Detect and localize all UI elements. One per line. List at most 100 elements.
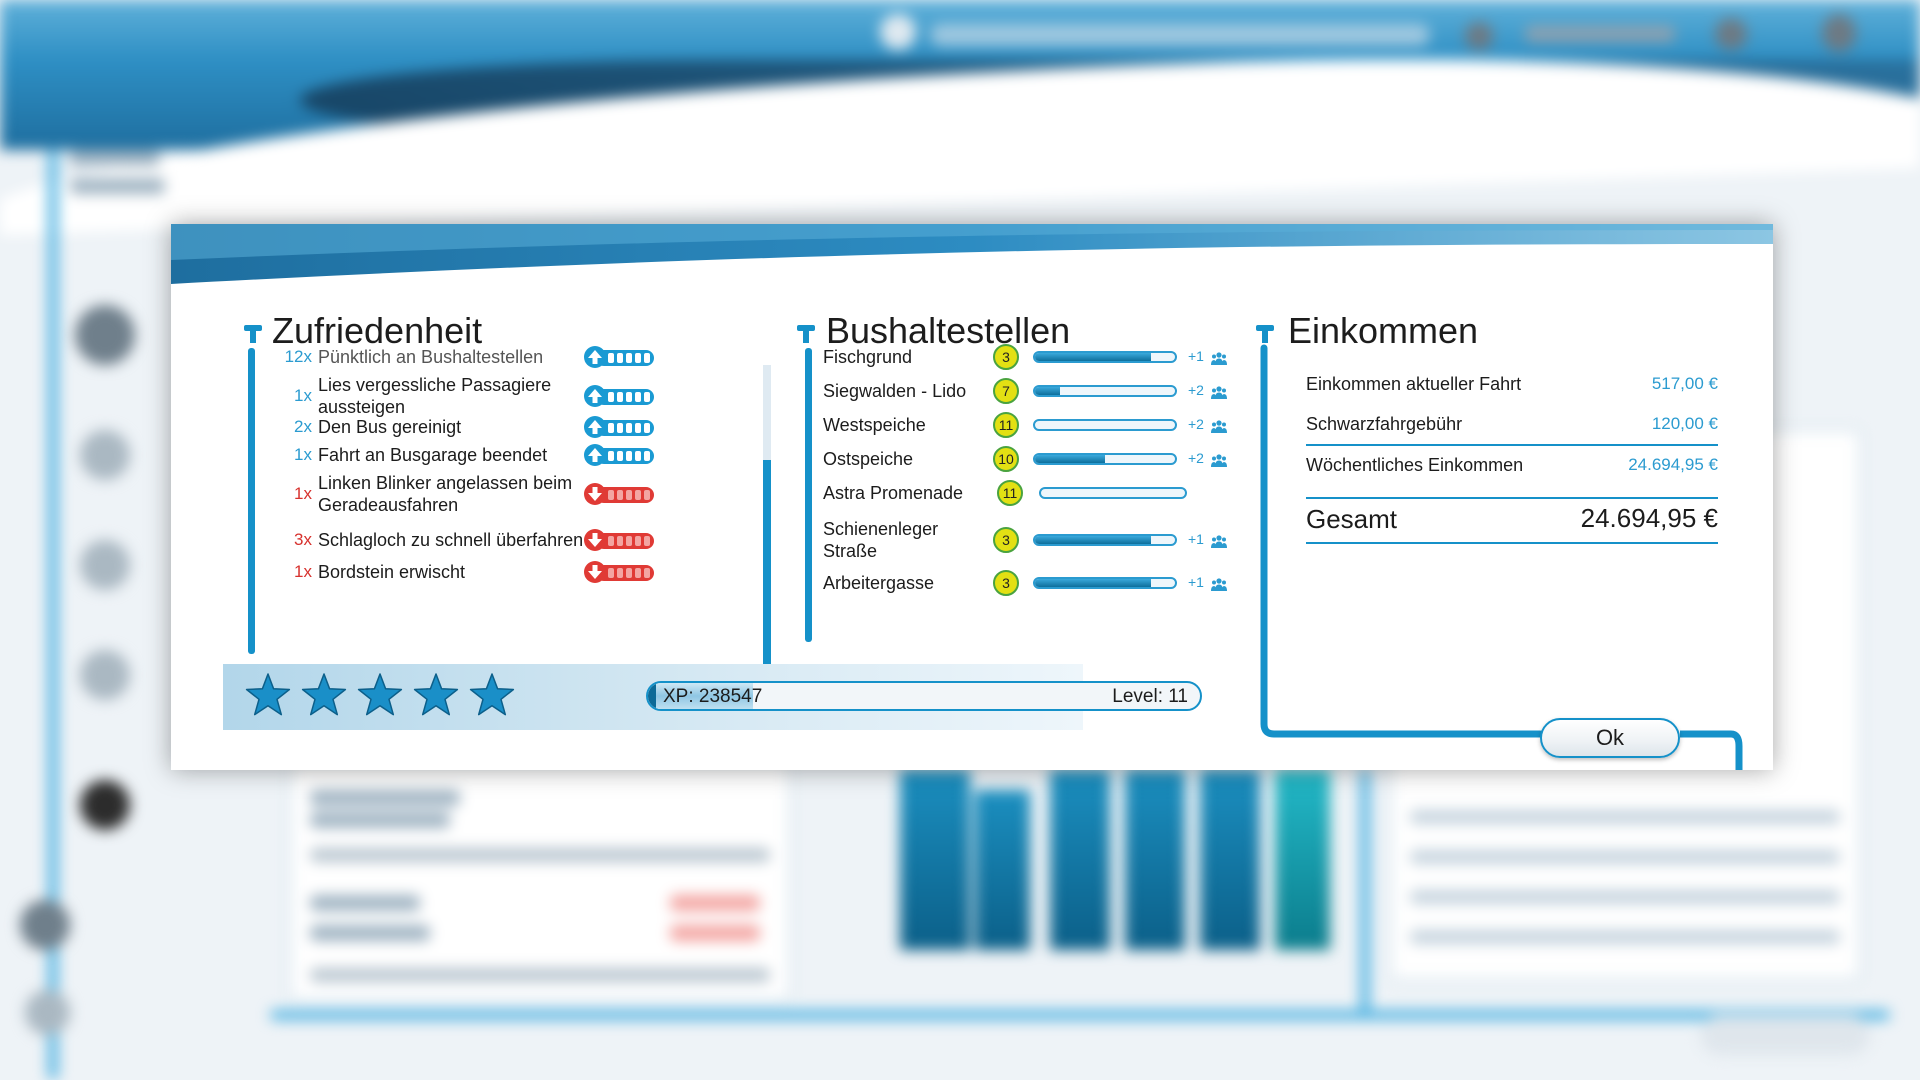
passengers-icon — [1211, 384, 1227, 399]
satisfaction-item: 1x Lies vergessliche Passagiere aussteige… — [276, 374, 696, 418]
bus-stop-count-badge: 11 — [993, 412, 1019, 438]
satisfaction-count: 1x — [294, 562, 312, 581]
arrow-up-icon — [584, 416, 606, 438]
bus-stop-progress-bar — [1033, 534, 1177, 546]
bus-stop-count-badge: 7 — [993, 378, 1019, 404]
star-icon — [357, 672, 403, 718]
arrow-up-icon — [584, 346, 606, 368]
bus-stop-count-badge: 11 — [997, 480, 1023, 506]
satisfaction-label: Den Bus gereinigt — [318, 417, 462, 437]
arrow-up-icon — [584, 385, 606, 407]
arrow-down-icon — [584, 561, 606, 583]
bus-stop-name: Siegwalden - Lido — [823, 381, 967, 401]
bus-stop-progress-fill — [1035, 455, 1105, 463]
satisfaction-item: 2x Den Bus gereinigt — [276, 416, 696, 438]
passengers-icon — [1211, 533, 1227, 548]
arrow-down-icon — [584, 483, 606, 505]
bus-stop-name: Westspeiche — [823, 415, 926, 435]
ok-button[interactable]: Ok — [1540, 718, 1680, 758]
bus-stop-bonus: +1 — [1188, 348, 1204, 364]
satisfaction-item: 12x Pünktlich an Bushaltestellen — [276, 346, 696, 368]
satisfaction-label: Lies vergessliche Passagiere aussteigen — [318, 375, 552, 417]
bus-stop-progress-fill — [1035, 536, 1152, 544]
satisfaction-count: 12x — [284, 347, 312, 366]
income-row-value: 517,00 € — [1651, 374, 1718, 393]
bus-stops-title: Bushaltestellen — [826, 310, 1071, 351]
bus-stop-bonus: +2 — [1188, 450, 1204, 466]
arrow-down-icon — [584, 529, 606, 551]
bus-stop-item: Fischgrund 3 +1 — [823, 344, 1227, 370]
satisfaction-count: 1x — [294, 445, 312, 464]
bus-stop-progress-bar — [1033, 453, 1177, 465]
income-title: Einkommen — [1288, 310, 1479, 351]
satisfaction-label: Fahrt an Busgarage beendet — [318, 445, 548, 465]
bus-stop-item: Arbeitergasse 3 +1 — [823, 570, 1227, 596]
bus-stop-progress-fill — [1035, 353, 1152, 361]
income-row: Einkommen aktueller Fahrt 517,00 € — [1306, 374, 1718, 398]
bus-stop-item: Westspeiche 11 +2 — [823, 412, 1227, 438]
xp-progress-bar: XP: 238547 Level: 11 — [646, 681, 1202, 711]
bus-stop-bonus: +1 — [1188, 531, 1204, 547]
satisfaction-count: 1x — [294, 484, 312, 503]
income-total-label: Gesamt — [1306, 504, 1398, 534]
satisfaction-count: 1x — [294, 386, 312, 405]
income-row-label: Einkommen aktueller Fahrt — [1306, 374, 1522, 394]
income-row-label: Schwarzfahrgebühr — [1306, 414, 1463, 434]
section-marker-icon — [244, 325, 262, 343]
section-line — [805, 348, 812, 642]
bus-stop-item: Ostspeiche 10 +2 — [823, 446, 1227, 472]
income-frame-line — [1260, 344, 1743, 770]
bus-stop-count-badge: 10 — [993, 446, 1019, 472]
xp-progress-edge — [648, 683, 656, 709]
satisfaction-item: 1x Linken Blinker angelassen beim Geradea… — [276, 472, 696, 516]
section-marker-icon — [1256, 325, 1274, 343]
bus-stop-bonus: +2 — [1188, 416, 1204, 432]
section-marker-icon — [797, 325, 815, 343]
satisfaction-count: 3x — [294, 530, 312, 549]
star-icon — [301, 672, 347, 718]
bus-stop-name: Arbeitergasse — [823, 573, 935, 593]
arrow-up-icon — [584, 444, 606, 466]
satisfaction-scroll-thumb[interactable] — [763, 460, 771, 667]
satisfaction-item: 1x Bordstein erwischt — [276, 561, 696, 583]
satisfaction-up-meter — [584, 416, 654, 438]
satisfaction-up-meter — [584, 346, 654, 368]
dialog-header-banner — [171, 224, 1773, 284]
income-divider — [1306, 542, 1718, 544]
bus-stop-bonus: +1 — [1188, 574, 1204, 590]
passengers-icon — [1211, 576, 1227, 591]
star-icon — [245, 672, 291, 718]
bus-stop-name: Astra Promenade — [823, 483, 964, 503]
passengers-icon — [1211, 418, 1227, 433]
satisfaction-down-meter — [584, 561, 654, 583]
bus-stop-progress-fill — [1035, 579, 1152, 587]
income-row-value: 24.694,95 € — [1628, 455, 1718, 474]
xp-value: XP: 238547 — [663, 686, 763, 707]
bus-stop-progress-fill — [1035, 387, 1061, 395]
bus-stop-name: Schienenleger Straße — [823, 519, 939, 561]
satisfaction-up-meter — [584, 385, 654, 407]
result-dialog: Zufriedenheit 12x Pünktlich an Bushaltest… — [171, 224, 1773, 770]
satisfaction-label: Linken Blinker angelassen beim Geradeaus… — [318, 473, 573, 515]
income-row: Wöchentliches Einkommen 24.694,95 € — [1306, 455, 1718, 479]
xp-progress-fill — [648, 683, 753, 709]
income-total-value: 24.694,95 € — [1580, 503, 1718, 533]
satisfaction-item: 1x Fahrt an Busgarage beendet — [276, 444, 696, 466]
satisfaction-title: Zufriedenheit — [272, 310, 483, 351]
bus-stop-item: Siegwalden - Lido 7 +2 — [823, 378, 1227, 404]
bus-stop-progress-bar — [1039, 487, 1187, 499]
section-line — [248, 348, 255, 654]
star-rating — [245, 672, 515, 718]
satisfaction-count: 2x — [294, 417, 312, 436]
star-icon — [413, 672, 459, 718]
income-divider — [1306, 497, 1718, 499]
bus-stop-count-badge: 3 — [993, 344, 1019, 370]
bus-stop-progress-bar — [1033, 351, 1177, 363]
passengers-icon — [1211, 452, 1227, 467]
bus-stop-progress-bar — [1033, 385, 1177, 397]
income-row-label: Wöchentliches Einkommen — [1306, 455, 1524, 475]
bus-stop-item: Astra Promenade 11 — [823, 480, 1223, 506]
income-divider — [1306, 444, 1718, 446]
star-icon — [469, 672, 515, 718]
satisfaction-down-meter — [584, 529, 654, 551]
